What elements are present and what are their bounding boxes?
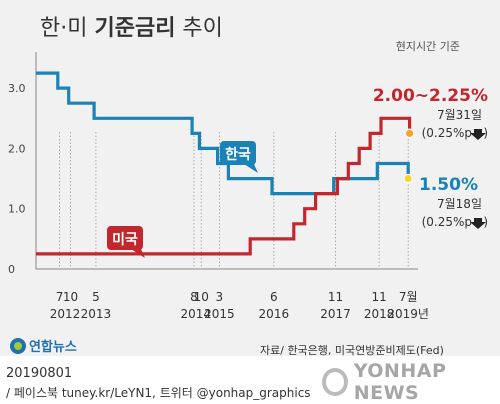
source-note: 자료/ 한국은행, 미국연방준비제도(Fed) [260,344,444,357]
us-end-change: (0.25%p [422,126,472,140]
chart-title: 한·미 기준금리 추이 [40,10,223,42]
timezone-note: 현지시간 기준 [395,40,460,53]
y-tick-label: 1.0 [8,203,26,216]
series-name-us: 미국 [112,232,138,248]
x-year-label: 2012 [50,307,81,321]
x-month-label: 7월 [399,290,418,304]
yonhap-logo-icon [10,337,26,354]
us-end-date: 7월31일 [437,108,482,122]
x-year-label: 2014 [180,307,211,321]
bubble-tail [244,164,258,173]
watermark-ring-icon [322,368,348,396]
x-month-label: 3 [216,290,224,304]
down-arrow-icon [470,218,486,229]
watermark-text: YONHAP NEWS [353,360,447,404]
series-line-korea [36,71,410,196]
series-bubble-korea: 한국 [220,141,258,173]
korea-end-change: (0.25%p [422,215,472,229]
x-month-label: 10 [63,290,78,304]
x-month-label: 5 [92,290,100,304]
x-year-label: 2017 [320,307,351,321]
korea-end-change-close: ) [483,215,488,229]
y-tick-label: 3.0 [8,82,26,95]
yonhap-logo-text: 연합뉴스 [29,340,77,355]
x-month-label: 7 [56,290,64,304]
yonhap-watermark: YONHAP NEWS [322,360,500,404]
title-suffix: 추이 [175,16,223,41]
social-credits: / 페이스북 tuney.kr/LeYN1, 트위터 @yonhap_graph… [6,386,311,400]
series-end-dot [404,128,415,139]
publish-date: 20190801 [6,366,73,381]
series-line-us [36,116,412,256]
series-layer [36,71,415,256]
bubble-tail [131,249,145,258]
us-end-change-close: ) [483,126,488,140]
x-month-label: 10 [194,290,209,304]
series-name-korea: 한국 [225,147,251,163]
y-tick-label: 2.0 [8,142,26,155]
x-year-label: 2018 [364,307,395,321]
x-month-label: 8 [190,290,198,304]
x-month-label: 6 [270,290,278,304]
grid-layer: 0 1.0 2.0 3.0 [8,52,418,276]
title-main: 기준금리 [94,16,176,41]
us-end-value: 2.00~2.25% [373,86,488,106]
korea-end-value: 1.50% [419,175,478,195]
x-year-label: 2013 [81,307,112,321]
x-year-label: 2019년 [387,307,429,321]
series-end-dot [403,173,413,184]
x-month-label: 11 [328,290,343,304]
bubble-box [107,226,143,250]
x-year-label: 2016 [259,307,290,321]
title-prefix: 한·미 [40,16,95,41]
korea-end-date: 7월18일 [437,197,482,211]
y-tick-label: 0 [8,263,15,276]
x-year-label: 2015 [204,307,235,321]
series-bubble-us: 미국 [107,226,145,258]
bubble-box [220,141,256,165]
down-arrow-icon [470,129,486,140]
x-month-label: 11 [371,290,386,304]
yonhap-logo: 연합뉴스 [10,336,77,355]
